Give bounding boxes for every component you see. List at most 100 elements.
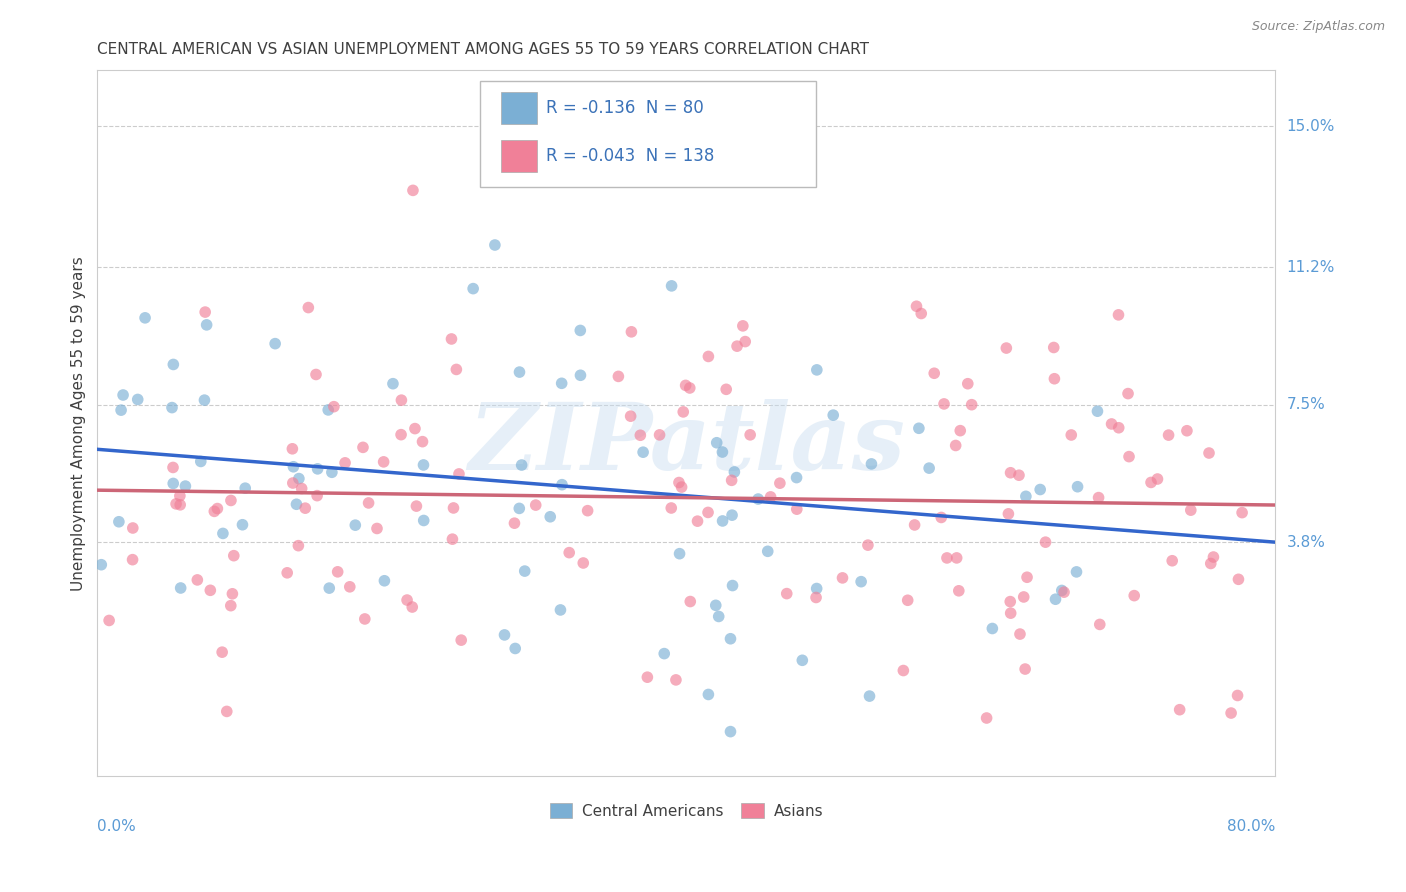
Point — [720, 632, 742, 646]
Point — [264, 336, 287, 351]
Point — [831, 571, 853, 585]
Point — [720, 473, 742, 487]
Point — [219, 599, 242, 613]
Point — [665, 673, 688, 687]
Point — [202, 504, 225, 518]
Point — [221, 587, 243, 601]
Text: 7.5%: 7.5% — [1286, 397, 1324, 412]
Point — [1042, 341, 1064, 355]
Point — [281, 476, 304, 491]
Point — [725, 339, 748, 353]
Point — [222, 549, 245, 563]
Point — [352, 441, 374, 455]
Point — [291, 482, 314, 496]
Point — [211, 645, 233, 659]
Text: 11.2%: 11.2% — [1286, 260, 1334, 275]
Point — [219, 493, 242, 508]
Point — [396, 593, 419, 607]
Point — [440, 332, 463, 346]
Point — [769, 476, 792, 491]
Point — [652, 647, 675, 661]
Point — [1012, 590, 1035, 604]
Point — [949, 424, 972, 438]
Point — [1230, 506, 1253, 520]
Point — [1000, 594, 1022, 608]
Point — [494, 628, 516, 642]
Point — [1035, 535, 1057, 549]
Point — [450, 633, 472, 648]
Point — [569, 368, 592, 383]
Point — [668, 475, 690, 490]
Point — [711, 514, 734, 528]
Point — [929, 510, 952, 524]
Point — [905, 299, 928, 313]
Point — [860, 457, 883, 471]
Point — [401, 600, 423, 615]
Point — [90, 558, 112, 572]
Point — [353, 612, 375, 626]
Point — [707, 609, 730, 624]
Point — [441, 532, 464, 546]
Point — [524, 498, 547, 512]
Point — [721, 578, 744, 592]
Point — [910, 306, 932, 320]
Point — [162, 358, 184, 372]
Point — [389, 427, 412, 442]
Point — [162, 476, 184, 491]
Point — [366, 521, 388, 535]
Point — [1123, 589, 1146, 603]
Point — [786, 502, 808, 516]
Point — [503, 641, 526, 656]
Point — [186, 573, 208, 587]
Point — [1199, 557, 1222, 571]
Point — [212, 526, 235, 541]
Point — [294, 501, 316, 516]
Point — [711, 445, 734, 459]
Point — [321, 465, 343, 479]
Point — [679, 594, 702, 608]
Point — [1180, 503, 1202, 517]
Point — [287, 539, 309, 553]
Point — [307, 489, 329, 503]
Point — [326, 565, 349, 579]
Point — [281, 442, 304, 456]
Point — [538, 509, 561, 524]
Point — [671, 480, 693, 494]
Point — [675, 378, 697, 392]
Point — [1087, 491, 1109, 505]
Point — [792, 653, 814, 667]
Point — [333, 456, 356, 470]
Point — [620, 409, 643, 424]
Point — [381, 376, 404, 391]
Point — [344, 518, 367, 533]
Point — [661, 278, 683, 293]
Text: 3.8%: 3.8% — [1286, 534, 1326, 549]
Point — [1157, 428, 1180, 442]
Point — [207, 501, 229, 516]
Point — [1101, 417, 1123, 431]
Point — [806, 582, 828, 596]
Point — [283, 459, 305, 474]
Text: R = -0.043  N = 138: R = -0.043 N = 138 — [546, 147, 714, 165]
Point — [904, 518, 927, 533]
Point — [697, 350, 720, 364]
Point — [389, 393, 412, 408]
Point — [1220, 706, 1243, 720]
Point — [759, 490, 782, 504]
Point — [194, 305, 217, 319]
Point — [373, 455, 395, 469]
Point — [607, 369, 630, 384]
Point — [558, 546, 581, 560]
Point — [697, 688, 720, 702]
Point — [740, 427, 762, 442]
Point — [1087, 404, 1109, 418]
Point — [195, 318, 218, 332]
Point — [976, 711, 998, 725]
Point — [679, 381, 702, 395]
Point — [922, 366, 945, 380]
Point — [636, 171, 658, 186]
Point — [918, 461, 941, 475]
Point — [112, 388, 135, 402]
Point — [1066, 565, 1088, 579]
Point — [1015, 489, 1038, 503]
